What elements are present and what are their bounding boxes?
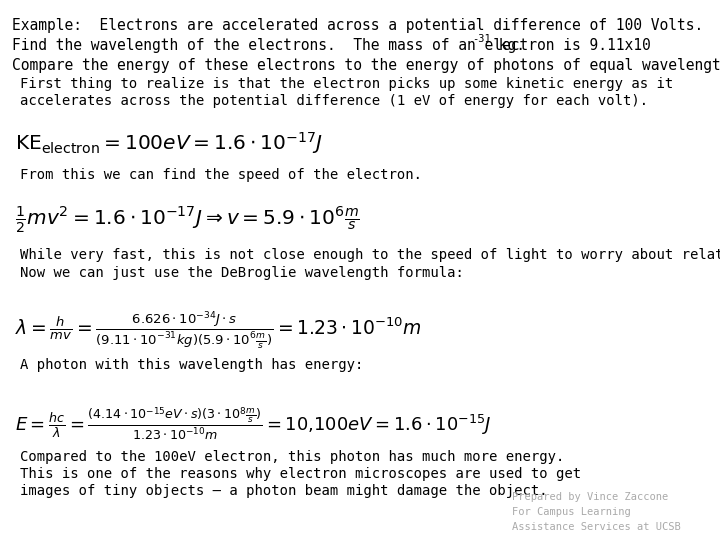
Text: For Campus Learning: For Campus Learning bbox=[512, 507, 631, 517]
Text: kg.: kg. bbox=[490, 38, 525, 53]
Text: This is one of the reasons why electron microscopes are used to get: This is one of the reasons why electron … bbox=[20, 467, 581, 481]
Text: Find the wavelength of the electrons.  The mass of an electron is 9.11x10: Find the wavelength of the electrons. Th… bbox=[12, 38, 651, 53]
Text: Prepared by Vince Zaccone: Prepared by Vince Zaccone bbox=[512, 492, 668, 502]
Text: $\frac{1}{2}mv^2 = 1.6\cdot10^{-17}J\Rightarrow v = 5.9\cdot10^{6}\frac{m}{s}$: $\frac{1}{2}mv^2 = 1.6\cdot10^{-17}J\Rig… bbox=[15, 205, 360, 235]
Text: accelerates across the potential difference (1 eV of energy for each volt).: accelerates across the potential differe… bbox=[20, 94, 648, 108]
Text: Now we can just use the DeBroglie wavelength formula:: Now we can just use the DeBroglie wavele… bbox=[20, 266, 464, 280]
Text: Compared to the 100eV electron, this photon has much more energy.: Compared to the 100eV electron, this pho… bbox=[20, 450, 564, 464]
Text: From this we can find the speed of the electron.: From this we can find the speed of the e… bbox=[20, 168, 422, 182]
Text: $E = \frac{hc}{\lambda} = \frac{(4.14\cdot10^{-15}eV\cdot s)(3\cdot10^{8}\frac{m: $E = \frac{hc}{\lambda} = \frac{(4.14\cd… bbox=[15, 405, 492, 442]
Text: -31: -31 bbox=[472, 34, 491, 44]
Text: images of tiny objects – a photon beam might damage the object.: images of tiny objects – a photon beam m… bbox=[20, 484, 548, 498]
Text: A photon with this wavelength has energy:: A photon with this wavelength has energy… bbox=[20, 358, 364, 372]
Text: While very fast, this is not close enough to the speed of light to worry about r: While very fast, this is not close enoug… bbox=[20, 248, 720, 262]
Text: First thing to realize is that the electron picks up some kinetic energy as it: First thing to realize is that the elect… bbox=[20, 77, 673, 91]
Text: $\lambda = \frac{h}{mv} = \frac{6.626\cdot10^{-34}J\cdot s}{(9.11\cdot10^{-31}kg: $\lambda = \frac{h}{mv} = \frac{6.626\cd… bbox=[15, 310, 422, 351]
Text: $\mathrm{KE_{electron}} = 100eV = 1.6\cdot10^{-17}J$: $\mathrm{KE_{electron}} = 100eV = 1.6\cd… bbox=[15, 130, 323, 156]
Text: Example:  Electrons are accelerated across a potential difference of 100 Volts.: Example: Electrons are accelerated acros… bbox=[12, 18, 703, 33]
Text: Compare the energy of these electrons to the energy of photons of equal waveleng: Compare the energy of these electrons to… bbox=[12, 58, 720, 73]
Text: Assistance Services at UCSB: Assistance Services at UCSB bbox=[512, 522, 680, 532]
